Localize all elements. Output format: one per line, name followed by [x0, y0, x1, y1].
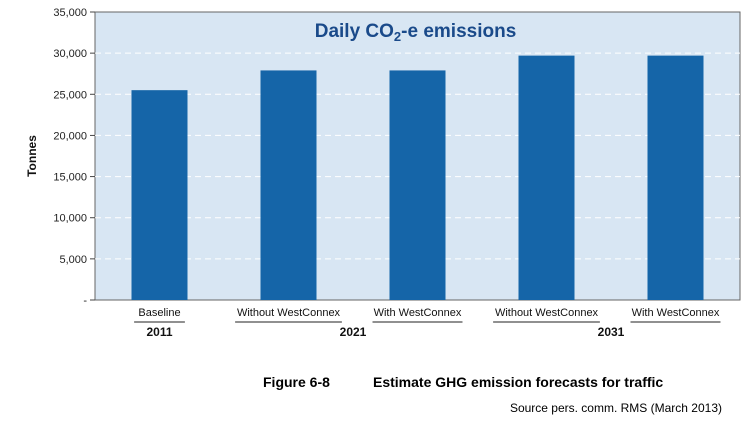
- x-category-label: Baseline: [138, 307, 180, 319]
- x-category-label: Without WestConnex: [495, 307, 599, 319]
- y-tick-label: 35,000: [53, 7, 87, 19]
- bar: [260, 70, 317, 301]
- chart-title: Daily CO2-e emissions: [315, 21, 517, 44]
- y-tick-label: 20,000: [53, 130, 87, 142]
- y-tick-label: 25,000: [53, 89, 87, 101]
- x-category-label: Without WestConnex: [237, 307, 341, 319]
- x-group-label: 2021: [340, 325, 367, 339]
- y-axis-label: Tonnes: [25, 135, 39, 177]
- x-axis: Baseline Without WestConnex With WestConne…: [134, 307, 721, 339]
- y-tick-label: 15,000: [53, 172, 87, 184]
- figure-source: Source pers. comm. RMS (March 2013): [509, 401, 722, 415]
- chart-title-suffix: -e emissions: [401, 21, 516, 42]
- figure-number: Figure 6-8: [263, 374, 330, 390]
- bar: [131, 90, 188, 301]
- x-group-label: 2031: [598, 325, 625, 339]
- y-tick-label: -: [83, 295, 87, 307]
- y-tick-label: 5,000: [59, 254, 87, 266]
- chart-title-subscript: 2: [394, 29, 401, 44]
- bars: [131, 55, 704, 301]
- bar: [647, 55, 704, 301]
- bar: [518, 55, 575, 301]
- y-axis: - 5,000 10,000 15,000 20,000 25,000 30,000 35,0…: [53, 7, 95, 307]
- figure-caption: Figure 6-8 Estimate GHG emission forecast…: [263, 374, 663, 390]
- bar: [389, 70, 446, 301]
- chart-title-prefix: Daily CO: [315, 21, 394, 42]
- x-group-label: 2011: [146, 325, 172, 339]
- figure-caption-text: Estimate GHG emission forecasts for traf…: [373, 374, 664, 390]
- chart: - 5,000 10,000 15,000 20,000 25,000 30,000 35,0…: [25, 7, 741, 339]
- x-category-label: With WestConnex: [374, 307, 462, 319]
- y-tick-label: 30,000: [53, 48, 87, 60]
- y-tick-label: 10,000: [53, 213, 87, 225]
- x-category-label: With WestConnex: [632, 307, 720, 319]
